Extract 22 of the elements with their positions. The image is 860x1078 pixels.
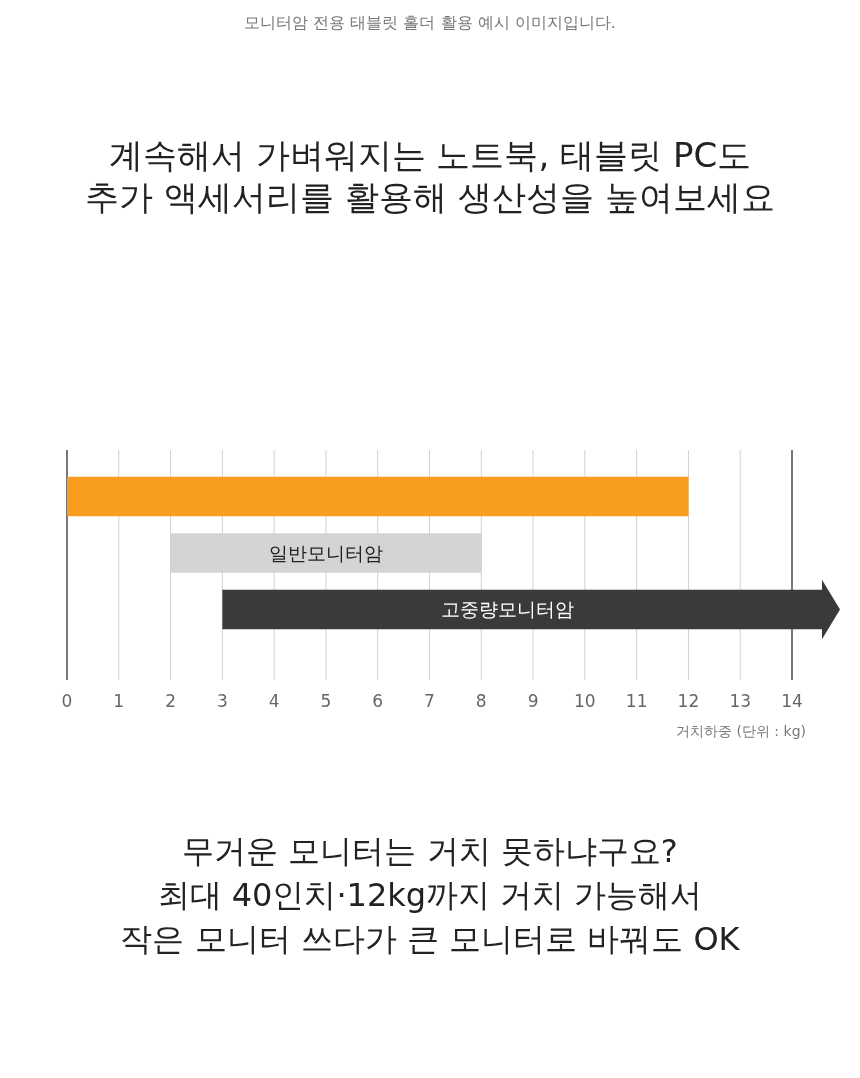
x-tick-label: 2: [165, 691, 176, 711]
chart-title: 계속해서 가벼워지는 노트북, 태블릿 PC도 추가 액세서리를 활용해 생산성을 높여보세요: [85, 135, 775, 217]
x-tick-label: 7: [424, 691, 435, 711]
x-tick-label: 14: [781, 691, 803, 711]
x-tick-label: 10: [574, 691, 596, 711]
x-tick-label: 11: [625, 691, 648, 711]
y-tick-label: 일반모니터암: [268, 541, 383, 564]
x-tick-label: 8: [475, 691, 487, 711]
y-tick-label: 고중량모니터암: [440, 598, 574, 621]
x-tick-label: 5: [320, 691, 332, 711]
x-tick-label: 3: [216, 691, 228, 711]
x-tick-label: 9: [527, 691, 539, 711]
text: 모니터암 전용 태블릿 홀더 활용 예시 이미지입니다.: [244, 13, 616, 32]
x-tick-label: 1: [113, 691, 125, 711]
x-tick-label: 4: [268, 691, 280, 711]
x-tick-label: 12: [677, 691, 700, 711]
text: 무거운 모니터는 거치 못하냐구요? 최대 40인치·12kg까지 거치 가능해서 작은 모니터 쓰다가 큰 모니터로 바꿔도 OK: [120, 832, 741, 958]
x-axis-title: 거치하중 (단위 : kg): [676, 723, 806, 739]
bar: [67, 476, 689, 517]
x-tick-label: 13: [729, 691, 752, 711]
x-tick-label: 0: [61, 691, 73, 711]
x-tick-label: 6: [372, 691, 384, 711]
